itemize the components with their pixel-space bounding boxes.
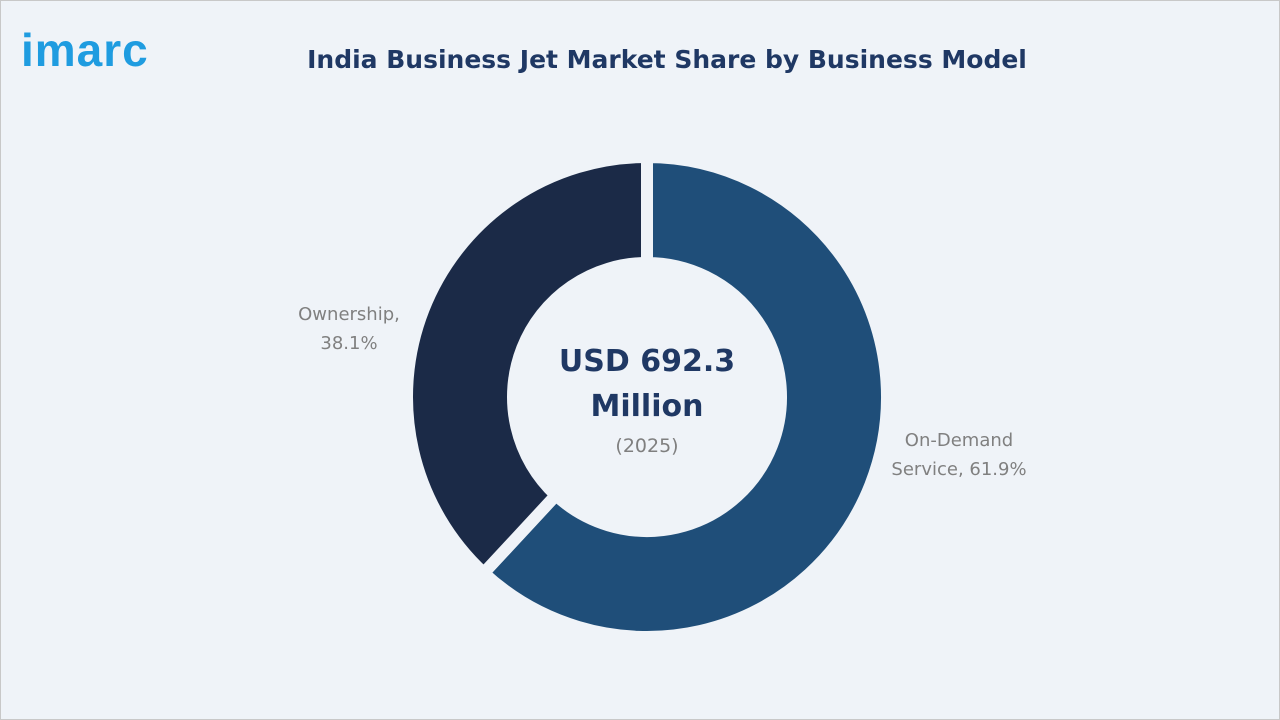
logo: imarc <box>21 24 149 76</box>
chart-title: India Business Jet Market Share by Busin… <box>307 45 1027 74</box>
slice-label: Ownership, 38.1% <box>298 304 400 354</box>
slice-label: On-Demand Service, 61.9% <box>891 430 1027 480</box>
center-text: USD 692.3 Million <box>558 344 736 424</box>
donut-hole <box>515 265 779 529</box>
donut-slice <box>475 150 893 643</box>
center-subtext: (2025) <box>615 435 679 457</box>
donut-slice <box>401 150 653 582</box>
